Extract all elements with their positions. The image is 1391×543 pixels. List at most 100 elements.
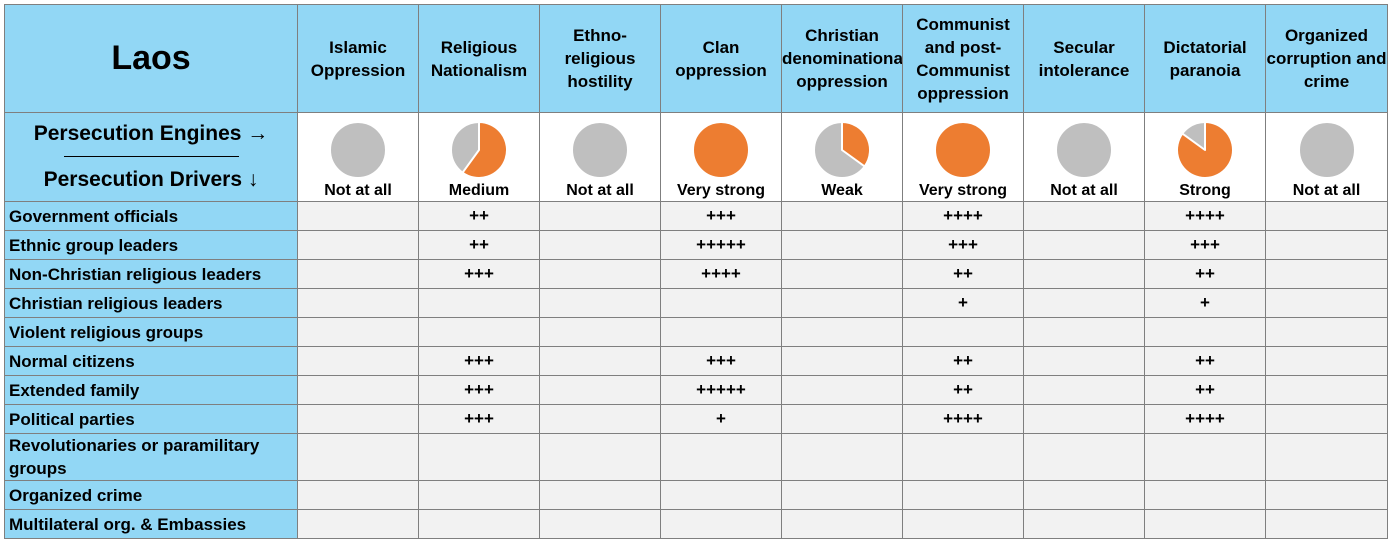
driver-row: Normal citizens +++ +++ ++ ++ [4, 346, 1388, 376]
engine-strength-label: Not at all [566, 182, 634, 199]
driver-value-cell [1265, 317, 1388, 347]
driver-value-cell: +++ [660, 346, 782, 376]
driver-value-cell [297, 201, 419, 231]
engine-header: Christian denominational oppression [781, 4, 903, 113]
strength-pie [1055, 121, 1113, 179]
engine-header: Religious Nationalism [418, 4, 540, 113]
driver-value-cell [1265, 259, 1388, 289]
driver-value-cell: ++++ [1144, 404, 1266, 434]
driver-value-cell [297, 288, 419, 318]
engine-strength-cell: Very strong [660, 112, 782, 202]
driver-value-cell: +++ [902, 230, 1024, 260]
drivers-legend-label: Persecution Drivers ↓ [43, 168, 259, 191]
driver-value-cell [1265, 480, 1388, 510]
driver-row: Christian religious leaders + + [4, 288, 1388, 318]
driver-value-cell: +++ [418, 404, 540, 434]
pie-empty-slice [1297, 121, 1356, 179]
driver-value-cell [1265, 509, 1388, 539]
driver-value-cell [1144, 509, 1266, 539]
engine-header-row: Laos Islamic Oppression Religious Nationa… [4, 4, 1388, 113]
driver-value-cell: +++ [418, 259, 540, 289]
driver-label: Non-Christian religious leaders [4, 259, 298, 289]
driver-value-cell [781, 288, 903, 318]
driver-value-cell: ++ [1144, 375, 1266, 405]
driver-value-cell [418, 317, 540, 347]
driver-value-cell: +++ [660, 201, 782, 231]
driver-value-cell [418, 480, 540, 510]
driver-value-cell [1023, 201, 1145, 231]
driver-value-cell: +++ [418, 375, 540, 405]
driver-value-cell [539, 375, 661, 405]
engine-header: Clan oppression [660, 4, 782, 113]
driver-value-cell [1023, 480, 1145, 510]
driver-row: Organized crime [4, 480, 1388, 510]
driver-value-cell: ++ [1144, 259, 1266, 289]
engine-strength-label: Strong [1179, 182, 1231, 199]
driver-value-cell [1144, 480, 1266, 510]
driver-value-cell [1265, 346, 1388, 376]
pie-strength-slice [841, 121, 871, 168]
driver-value-cell: +++ [418, 346, 540, 376]
pie-strength-slice [1176, 121, 1234, 179]
driver-value-cell [1023, 317, 1145, 347]
strength-pie [813, 121, 871, 179]
strength-pie [1176, 121, 1234, 179]
engine-strength-label: Not at all [1050, 182, 1118, 199]
driver-value-cell: ++ [902, 346, 1024, 376]
driver-value-cell [1023, 288, 1145, 318]
persecution-table: Laos Islamic Oppression Religious Nationa… [4, 4, 1388, 539]
driver-value-cell: + [902, 288, 1024, 318]
driver-label: Multilateral org. & Embassies [4, 509, 298, 539]
driver-label: Political parties [4, 404, 298, 434]
engine-strength-label: Medium [448, 182, 510, 199]
driver-value-cell: ++ [418, 201, 540, 231]
driver-label: Extended family [4, 375, 298, 405]
driver-value-cell: ++ [902, 259, 1024, 289]
engine-header: Ethno-religious hostility [539, 4, 661, 113]
driver-value-cell [1265, 433, 1388, 481]
driver-value-cell: +++++ [660, 375, 782, 405]
engine-strength-row: Persecution Engines → Persecution Driver… [4, 112, 1388, 202]
driver-value-cell [297, 404, 419, 434]
driver-value-cell [1265, 201, 1388, 231]
driver-value-cell [781, 201, 903, 231]
driver-value-cell [1265, 404, 1388, 434]
strength-pie [571, 121, 629, 179]
driver-value-cell [1144, 317, 1266, 347]
engine-header: Organized corruption and crime [1265, 4, 1388, 113]
driver-value-cell [1265, 375, 1388, 405]
driver-value-cell [1023, 375, 1145, 405]
driver-label: Violent religious groups [4, 317, 298, 347]
driver-value-cell [781, 404, 903, 434]
engines-legend-label: Persecution Engines → [33, 122, 269, 145]
driver-row: Political parties +++ + ++++ ++++ [4, 404, 1388, 434]
driver-value-cell [1023, 259, 1145, 289]
driver-value-cell [781, 480, 903, 510]
driver-value-cell [297, 317, 419, 347]
driver-value-cell: ++++ [902, 404, 1024, 434]
driver-value-cell [539, 433, 661, 481]
strength-pie [450, 121, 508, 179]
driver-value-cell [660, 433, 782, 481]
driver-value-cell [781, 259, 903, 289]
pie-empty-slice [329, 121, 387, 179]
driver-value-cell [660, 509, 782, 539]
driver-value-cell [781, 230, 903, 260]
driver-value-cell [781, 433, 903, 481]
driver-value-cell [539, 201, 661, 231]
strength-pie [329, 121, 387, 179]
engine-strength-cell: Strong [1144, 112, 1266, 202]
driver-value-cell: ++++ [1144, 201, 1266, 231]
driver-value-cell [539, 404, 661, 434]
engine-strength-label: Very strong [676, 182, 766, 199]
driver-row: Violent religious groups [4, 317, 1388, 347]
pie-empty-slice [571, 121, 629, 179]
driver-value-cell [297, 230, 419, 260]
legend-divider [63, 156, 239, 157]
driver-value-cell: + [660, 404, 782, 434]
engine-header: Communist and post-Communist oppression [902, 4, 1024, 113]
driver-value-cell: ++++ [660, 259, 782, 289]
driver-value-cell [539, 480, 661, 510]
driver-value-cell: +++ [1144, 230, 1266, 260]
engine-strength-cell: Not at all [539, 112, 661, 202]
